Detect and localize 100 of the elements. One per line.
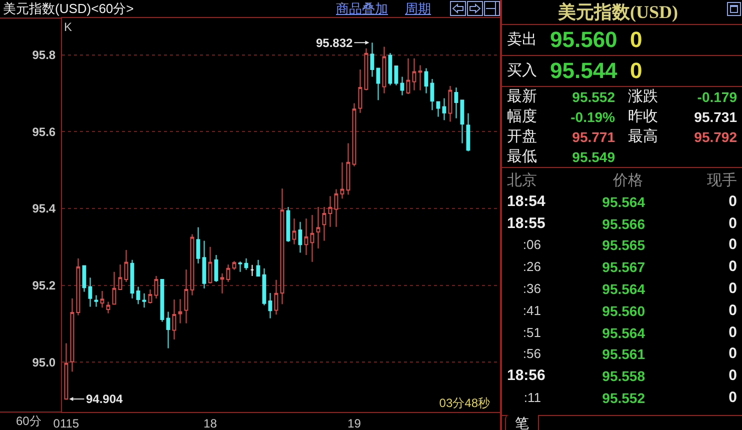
y-tick-label: 95.4 bbox=[32, 202, 56, 216]
candlestick bbox=[460, 100, 464, 144]
candlestick bbox=[136, 286, 140, 305]
text: :11 bbox=[524, 390, 541, 405]
candlestick bbox=[70, 298, 74, 372]
candlestick bbox=[262, 268, 266, 306]
candlestick bbox=[394, 66, 398, 86]
candlestick bbox=[64, 342, 68, 400]
text: 开盘 bbox=[507, 128, 537, 145]
candlestick bbox=[100, 290, 104, 308]
candlestick bbox=[196, 226, 200, 264]
y-tick-label: 95.6 bbox=[32, 124, 56, 139]
text: 95.566 bbox=[602, 216, 645, 232]
text: 买入 bbox=[507, 62, 537, 79]
candlestick bbox=[82, 265, 86, 292]
text: :36 bbox=[522, 280, 541, 296]
x-tick-label: 18 bbox=[204, 416, 218, 430]
candlestick bbox=[130, 259, 134, 299]
text: 0 bbox=[630, 27, 642, 52]
text: 0 bbox=[728, 258, 737, 276]
text: 幅度 bbox=[507, 108, 537, 125]
candlestick bbox=[94, 294, 98, 308]
text: 最低 bbox=[507, 148, 537, 165]
text: 0 bbox=[728, 236, 737, 254]
text: 95.771 bbox=[572, 129, 615, 145]
candlestick bbox=[148, 289, 152, 304]
candlestick bbox=[286, 206, 290, 242]
candlestick bbox=[112, 271, 116, 305]
candlestick bbox=[418, 64, 422, 91]
text: :06 bbox=[522, 237, 541, 252]
text: 95.561 bbox=[602, 346, 645, 362]
candlestick bbox=[178, 298, 182, 324]
text: 95.552 bbox=[602, 390, 645, 406]
text: 95.544 bbox=[550, 58, 618, 83]
x-tick-label: 0115 bbox=[53, 416, 80, 430]
text: :51 bbox=[522, 324, 541, 340]
annotation: 95.832 bbox=[316, 36, 354, 50]
text: :56 bbox=[522, 346, 541, 362]
text: 现手 bbox=[707, 172, 737, 189]
text: 美元指数(USD) bbox=[558, 2, 678, 22]
candlestick bbox=[232, 260, 236, 270]
text: 0 bbox=[728, 388, 737, 406]
candlestick bbox=[280, 188, 284, 305]
candlestick bbox=[172, 298, 176, 340]
text: 95.565 bbox=[602, 237, 645, 254]
candlestick bbox=[256, 259, 260, 277]
candlestick bbox=[316, 206, 320, 249]
text: 周期 bbox=[405, 1, 431, 16]
candlestick bbox=[160, 279, 164, 322]
text: 0 bbox=[728, 280, 737, 297]
text: 95.558 bbox=[602, 368, 645, 384]
annotation: 94.904 bbox=[86, 392, 124, 406]
candlestick bbox=[322, 206, 326, 242]
text: 95.567 bbox=[602, 259, 645, 276]
candlestick bbox=[370, 42, 374, 78]
candlestick bbox=[118, 264, 122, 290]
candlestick bbox=[424, 68, 428, 94]
y-tick-label: 95.2 bbox=[32, 278, 56, 292]
candlestick bbox=[352, 102, 356, 167]
text: 18:54 bbox=[507, 192, 546, 210]
y-tick-label: 95.8 bbox=[32, 48, 56, 62]
candlestick bbox=[298, 221, 302, 254]
text: 涨跌 bbox=[628, 88, 658, 105]
text: 昨收 bbox=[628, 108, 658, 125]
candlestick bbox=[208, 246, 212, 284]
candlestick bbox=[226, 264, 230, 282]
text: 0 bbox=[728, 214, 737, 232]
text: 95.560 bbox=[550, 27, 618, 52]
candlestick bbox=[250, 264, 254, 277]
candlestick bbox=[340, 162, 344, 199]
text: -0.179 bbox=[697, 89, 737, 105]
text: 笔 bbox=[505, 415, 539, 430]
x-tick-label: 19 bbox=[348, 416, 362, 430]
candlestick bbox=[400, 76, 404, 96]
text: 95.731 bbox=[694, 109, 737, 125]
candlestick bbox=[166, 311, 170, 349]
annotation: K bbox=[64, 20, 72, 34]
candlestick bbox=[430, 78, 434, 111]
y-tick-label: 95.0 bbox=[32, 355, 56, 370]
candlestick bbox=[202, 240, 206, 289]
candlestick bbox=[406, 58, 410, 95]
text: 最新 bbox=[507, 88, 537, 105]
candlestick bbox=[76, 258, 80, 316]
text: 0 bbox=[728, 324, 737, 340]
candlestick bbox=[304, 218, 308, 256]
candlestick bbox=[358, 68, 362, 114]
text: :41 bbox=[522, 302, 541, 318]
candlestick bbox=[388, 52, 392, 86]
candlestick bbox=[454, 87, 458, 119]
candlestick bbox=[124, 249, 128, 282]
text: 最高 bbox=[628, 128, 658, 145]
text: 0 bbox=[630, 58, 642, 83]
candlestick bbox=[238, 260, 242, 272]
text: -0.19% bbox=[570, 109, 615, 125]
candlestick bbox=[382, 46, 386, 94]
candlestick bbox=[376, 68, 380, 101]
candlestick bbox=[184, 269, 188, 324]
candlestick bbox=[292, 218, 296, 245]
text: 18:55 bbox=[507, 214, 546, 232]
text: 18:56 bbox=[507, 367, 546, 384]
